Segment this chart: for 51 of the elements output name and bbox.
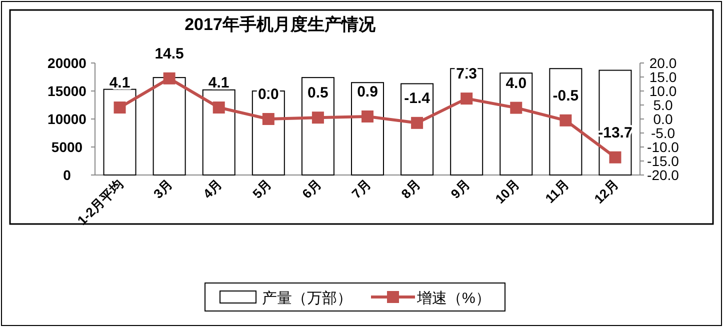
y2-tick-label: 20.0 (649, 55, 677, 71)
y-tick-label: 5000 (51, 139, 83, 155)
bar (450, 68, 484, 176)
data-label: 4.1 (208, 74, 230, 92)
point (411, 116, 424, 129)
legend-label: 增速（%） (416, 290, 490, 307)
y2-tick-label: -5.0 (650, 125, 676, 141)
point (560, 114, 572, 126)
data-label: 4.1 (109, 74, 130, 92)
x-tick-label: 9月 (448, 176, 473, 202)
data-label: 0.5 (308, 84, 328, 102)
y-tick-label: 20000 (48, 55, 87, 71)
point (362, 110, 374, 122)
data-label: -1.4 (404, 90, 431, 107)
y-tick-label: 10000 (48, 111, 87, 127)
point (460, 92, 473, 105)
y2-tick-label: 15.0 (649, 69, 677, 85)
point (114, 102, 126, 114)
x-tick-label: 4月 (200, 176, 225, 202)
x-tick-label: 5月 (250, 176, 275, 202)
bar (152, 77, 186, 176)
data-label: 14.5 (154, 45, 184, 62)
data-label: -0.5 (552, 87, 579, 104)
x-tick-label: 7月 (348, 176, 374, 202)
bar (202, 89, 236, 176)
x-tick-label: 3月 (150, 176, 176, 202)
point (312, 112, 324, 124)
chart-title: 2017年手机月度生产情况 (184, 15, 376, 34)
x-tick-label: 11月 (542, 176, 572, 206)
point (163, 72, 176, 84)
data-label: 4.0 (506, 74, 527, 92)
y2-tick-label: 0.0 (653, 111, 673, 127)
x-tick-label: 10月 (492, 176, 522, 207)
legend-label: 产量（万部） (262, 290, 352, 307)
x-tick-label: 12月 (591, 176, 622, 207)
y2-tick-label: -15.0 (647, 153, 680, 169)
y2-tick-label: -20.0 (647, 167, 680, 183)
x-tick-label: 1-2月平均 (74, 176, 126, 228)
x-tick-label: 8月 (398, 176, 424, 202)
x-tick-label: 6月 (299, 176, 324, 202)
y2-tick-label: 10.0 (649, 83, 677, 99)
point (609, 151, 622, 164)
point (510, 102, 522, 114)
y2-tick-label: 5.0 (653, 97, 673, 113)
point (212, 102, 225, 114)
bar (103, 88, 136, 176)
y2-tick-label: -10.0 (647, 139, 680, 155)
y-tick-label: 0 (63, 167, 72, 183)
data-label: 0.9 (357, 83, 378, 100)
point (262, 113, 274, 125)
y-tick-label: 15000 (48, 83, 87, 99)
